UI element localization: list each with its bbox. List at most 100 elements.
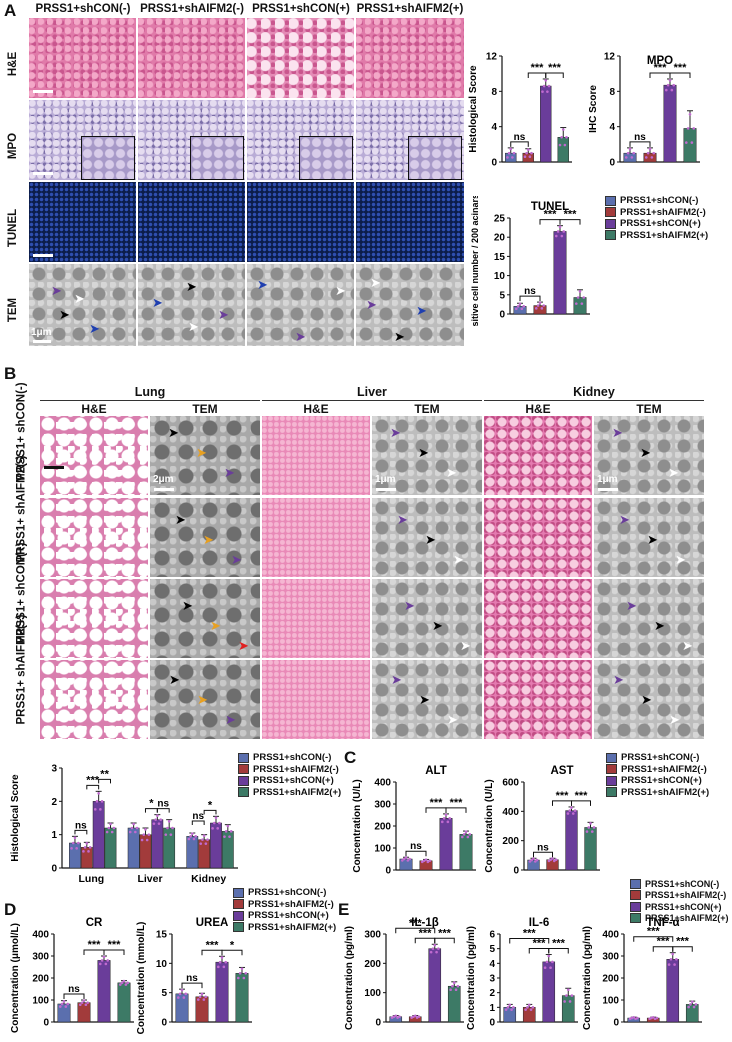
data-point (650, 156, 654, 159)
col-header-4: PRSS1+shAIFM2(+) (356, 3, 464, 15)
data-point (238, 972, 242, 975)
data-point (66, 1002, 70, 1006)
data-point (400, 859, 404, 862)
arrow-icon: ➤ (168, 425, 179, 440)
legend-swatch-4 (606, 787, 617, 798)
bar (117, 982, 131, 1023)
col-header-1: PRSS1+shCON(-) (35, 3, 131, 15)
sig-label: *** (544, 209, 558, 221)
bar (573, 297, 587, 315)
a-tem-scale-text: 1μm (31, 327, 52, 338)
data-point (514, 307, 518, 311)
b-tem-scalebar (598, 488, 618, 491)
arrow-icon: ➤ (295, 329, 306, 344)
data-point (565, 135, 568, 139)
data-point (97, 792, 100, 795)
y-axis-label: IHC Score (588, 85, 599, 133)
arrow-icon: ➤ (186, 279, 197, 294)
sig-label: *** (108, 939, 122, 951)
bar (77, 1002, 91, 1023)
chart-a-tunel: TUNEL Positive cell number / 200 acinars 0… (470, 196, 590, 326)
data-point (166, 826, 169, 830)
data-point (506, 156, 509, 159)
data-point (670, 88, 674, 92)
data-point (560, 135, 563, 139)
data-point (431, 947, 435, 950)
sig-label: ns (75, 820, 87, 831)
data-point (223, 835, 226, 838)
legend-label-2: PRSS1+shAIFM2(-) (645, 890, 727, 901)
data-point (109, 822, 112, 826)
data-point (124, 983, 128, 986)
legend-item-3: PRSS1+shCON(+) (238, 775, 341, 787)
data-point (198, 995, 202, 999)
sig-bracket (86, 784, 100, 790)
bar (584, 827, 597, 871)
y-tick-label: 20 (494, 233, 506, 244)
bar (151, 819, 164, 869)
arrow-icon: ➤ (647, 532, 658, 547)
sig-label: * (149, 798, 154, 810)
data-point (582, 296, 586, 299)
y-tick-label: 0 (613, 1018, 619, 1029)
b-liver-tem-2: ➤ ➤ ➤ (372, 498, 482, 577)
arrow-icon: ➤ (188, 319, 199, 334)
y-tick-label: 15 (156, 930, 168, 941)
y-tick-label: 5 (499, 290, 505, 301)
data-point (75, 847, 78, 850)
data-point (529, 1008, 533, 1011)
data-point (587, 826, 591, 829)
chart-a-mpo: MPO IHC Score 0 4 8 12 ns *** *** (588, 52, 700, 169)
data-point (556, 230, 560, 233)
y-tick-label: 8 (609, 87, 615, 98)
data-point (580, 302, 584, 305)
y-tick-label: 15 (494, 252, 506, 263)
data-point (398, 1015, 401, 1019)
sig-label: ns (524, 286, 536, 297)
bar (527, 859, 540, 871)
y-tick-label: 0 (161, 1018, 167, 1029)
chart-title: UREA (196, 917, 229, 929)
organ-underline-lung (40, 400, 260, 401)
arrow-icon: ➤ (51, 283, 62, 298)
stain-header-lung-tem: TEM (192, 402, 218, 416)
data-point (563, 1000, 566, 1003)
b-tem-scale-text: 1μm (597, 474, 618, 485)
y-tick-label: 200 (374, 822, 391, 833)
data-point (508, 1003, 512, 1007)
data-point (212, 821, 216, 825)
y-tick-label: 300 (602, 952, 619, 963)
data-point (176, 996, 180, 999)
arrow-icon: ➤ (182, 598, 193, 613)
arrow-icon: ➤ (416, 303, 427, 318)
legend-swatch-4 (238, 787, 249, 798)
data-point (532, 857, 535, 860)
mpo-inset (299, 136, 353, 180)
data-point (102, 955, 106, 959)
data-point (451, 984, 454, 988)
legend-swatch-3 (606, 775, 617, 786)
data-point (632, 151, 636, 155)
bar (553, 231, 567, 315)
y-tick-label: 100 (32, 996, 49, 1007)
y-tick-label: 100 (602, 996, 619, 1007)
arrow-icon: ➤ (394, 329, 405, 344)
bar (127, 827, 140, 869)
data-point (229, 830, 233, 833)
data-point (578, 290, 582, 293)
data-point (456, 984, 460, 988)
row-label-mpo: MPO (7, 132, 19, 160)
bar (557, 137, 569, 163)
a-mpo-4 (356, 100, 464, 180)
data-point (408, 857, 412, 861)
a-mpo-1 (29, 100, 136, 180)
y-tick-label: 0 (489, 1018, 495, 1029)
legend-item-1: PRSS1+shCON(-) (606, 752, 709, 764)
y-axis-label: Concentration (μmol/L) (10, 923, 21, 1033)
data-point (547, 954, 551, 958)
data-point (690, 1000, 694, 1004)
data-point (554, 234, 558, 238)
arrow-icon: ➤ (196, 445, 207, 460)
data-point (82, 999, 86, 1002)
data-point (118, 983, 122, 986)
